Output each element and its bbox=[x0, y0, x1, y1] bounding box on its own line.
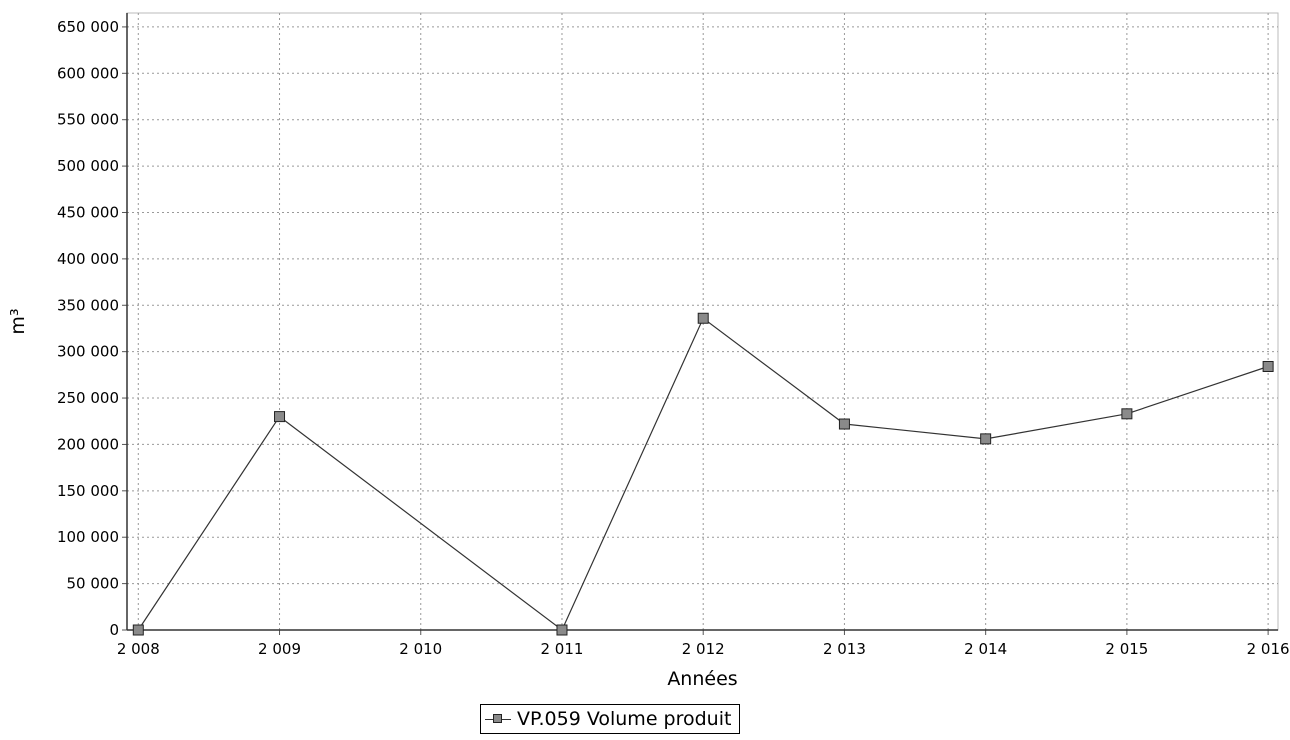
series-line bbox=[137, 317, 1269, 631]
line-chart: 0 50 000 100 000 150 000 200 000 250 000 300 0… bbox=[7, 12, 1290, 690]
y-tick-label: 450 000 bbox=[57, 203, 119, 221]
legend-label: VP.059 Volume produit bbox=[517, 708, 732, 730]
y-tick-label: 650 000 bbox=[57, 18, 119, 36]
data-point bbox=[274, 411, 286, 423]
legend-swatch-icon bbox=[485, 712, 511, 726]
x-tick-label: 2 008 bbox=[117, 640, 160, 658]
y-tick-label: 350 000 bbox=[57, 296, 119, 314]
x-tick-label: 2 016 bbox=[1247, 640, 1290, 658]
y-tick-label: 100 000 bbox=[57, 528, 119, 546]
data-point bbox=[1262, 360, 1274, 372]
data-point bbox=[1121, 408, 1133, 420]
y-tick-label: 500 000 bbox=[57, 157, 119, 175]
y-axis-title: m³ bbox=[7, 308, 29, 334]
data-point bbox=[697, 312, 709, 324]
x-axis-title: Années bbox=[667, 668, 737, 690]
y-tick-label: 200 000 bbox=[57, 435, 119, 453]
y-tick-label: 150 000 bbox=[57, 482, 119, 500]
data-point bbox=[980, 433, 992, 445]
y-tick-label: 250 000 bbox=[57, 389, 119, 407]
series-layer bbox=[132, 312, 1274, 636]
y-tick-label: 550 000 bbox=[57, 111, 119, 129]
y-tick-label: 400 000 bbox=[57, 250, 119, 268]
y-tick-label: 0 bbox=[109, 621, 119, 639]
x-tick-label: 2 012 bbox=[682, 640, 725, 658]
tick-labels: 0 50 000 100 000 150 000 200 000 250 000 300 0… bbox=[57, 18, 1290, 658]
x-tick-label: 2 013 bbox=[823, 640, 866, 658]
y-tick-label: 300 000 bbox=[57, 343, 119, 361]
data-point bbox=[838, 418, 850, 430]
x-tick-label: 2 014 bbox=[964, 640, 1007, 658]
y-tick-label: 600 000 bbox=[57, 64, 119, 82]
legend: VP.059 Volume produit bbox=[480, 704, 741, 734]
x-tick-label: 2 011 bbox=[541, 640, 584, 658]
grid bbox=[126, 12, 1279, 631]
y-tick-label: 50 000 bbox=[67, 575, 120, 593]
x-tick-label: 2 015 bbox=[1105, 640, 1148, 658]
axes bbox=[122, 13, 1278, 635]
x-tick-label: 2 009 bbox=[258, 640, 301, 658]
data-point bbox=[556, 624, 568, 636]
data-point bbox=[132, 624, 144, 636]
x-tick-label: 2 010 bbox=[399, 640, 442, 658]
